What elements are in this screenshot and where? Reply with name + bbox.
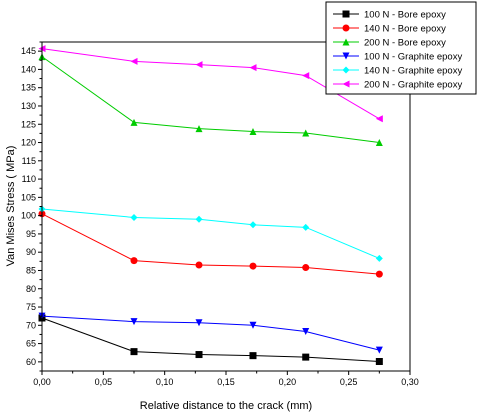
legend-entry: 140 N - Bore epoxy — [333, 24, 446, 35]
legend-marker — [342, 24, 350, 32]
data-point — [375, 139, 383, 147]
x-tick-label: 0,00 — [33, 377, 51, 387]
y-tick-label: 120 — [21, 138, 36, 148]
y-tick-label: 100 — [21, 211, 36, 221]
series-line — [41, 48, 380, 120]
legend-entry: 100 N - Bore epoxy — [333, 10, 446, 21]
data-point — [130, 57, 138, 65]
y-tick-label: 130 — [21, 101, 36, 111]
data-point — [130, 318, 138, 326]
data-point — [130, 213, 138, 221]
data-point — [302, 328, 310, 336]
series-line — [41, 317, 380, 362]
legend-label: 100 N - Bore epoxy — [364, 10, 446, 21]
y-tick-label: 70 — [26, 320, 36, 330]
x-tick-label: 0,10 — [156, 377, 174, 387]
y-tick-label: 90 — [26, 247, 36, 257]
data-point — [249, 262, 257, 270]
series-3 — [38, 53, 383, 147]
y-tick-label: 105 — [21, 192, 36, 202]
legend-entry: 140 N - Graphite epoxy — [333, 66, 462, 77]
data-point — [302, 72, 310, 80]
series-line — [41, 56, 380, 144]
y-tick-label: 65 — [26, 339, 36, 349]
data-point — [195, 261, 203, 269]
data-point — [375, 270, 383, 278]
legend-label: 140 N - Graphite epoxy — [364, 66, 462, 77]
legend-label: 100 N - Graphite epoxy — [364, 52, 462, 63]
y-axis-title: Van Mises Stress ( MPa) — [5, 146, 17, 267]
legend-box — [325, 1, 477, 95]
legend-entry: 200 N - Graphite epoxy — [333, 80, 462, 91]
legend-marker — [342, 80, 350, 88]
data-point — [130, 257, 138, 265]
data-point — [375, 357, 383, 365]
data-point — [195, 319, 203, 327]
legend-entry: 100 N - Graphite epoxy — [333, 52, 462, 63]
series-line — [41, 315, 380, 351]
y-tick-label: 75 — [26, 302, 36, 312]
data-point — [375, 254, 383, 262]
y-tick-label: 145 — [21, 46, 36, 56]
legend-entry: 200 N - Bore epoxy — [333, 38, 446, 49]
y-tick-label: 115 — [22, 156, 36, 166]
x-tick-label: 0,15 — [217, 377, 235, 387]
legend-label: 200 N - Bore epoxy — [364, 38, 446, 49]
series-1 — [38, 314, 383, 365]
y-tick-label: 80 — [26, 284, 36, 294]
y-tick-label: 85 — [26, 265, 36, 275]
series-line — [41, 213, 380, 275]
data-point — [195, 125, 203, 133]
series-line — [41, 208, 380, 259]
data-point — [130, 348, 138, 356]
data-point — [130, 118, 138, 126]
data-point — [249, 128, 257, 136]
legend-marker — [342, 52, 350, 60]
x-tick-label: 0,30 — [401, 377, 419, 387]
data-point — [375, 115, 383, 123]
y-tick-label: 95 — [26, 229, 36, 239]
series-5 — [38, 205, 383, 262]
y-tick-label: 60 — [26, 357, 36, 367]
data-point — [249, 352, 257, 360]
y-tick-label: 140 — [21, 64, 36, 74]
data-point — [302, 129, 310, 137]
data-point — [195, 351, 203, 359]
legend-marker — [342, 10, 350, 18]
legend-label: 140 N - Bore epoxy — [364, 24, 446, 35]
data-point — [302, 264, 310, 272]
y-tick-label: 125 — [21, 119, 36, 129]
data-point — [375, 346, 383, 354]
x-axis-ticks: 0,00 0,05 0,10 0,15 0,20 0,25 0,30 — [33, 371, 419, 387]
legend-label: 200 N - Graphite epoxy — [364, 80, 462, 91]
data-point — [195, 215, 203, 223]
legend: 100 N - Bore epoxy 140 N - Bore epoxy 200 … — [325, 1, 477, 95]
data-point — [249, 64, 257, 72]
data-point — [302, 223, 310, 231]
y-tick-label: 110 — [22, 174, 36, 184]
x-tick-label: 0,25 — [340, 377, 358, 387]
data-point — [249, 221, 257, 229]
legend-marker — [342, 38, 350, 46]
y-axis-ticks: 60 65 70 75 80 85 90 95 100 105 110 115 120 125 130 135… — [21, 41, 42, 372]
data-point — [249, 321, 257, 329]
y-tick-label: 135 — [21, 83, 36, 93]
x-tick-label: 0,20 — [279, 377, 297, 387]
x-axis-title: Relative distance to the crack (mm) — [140, 400, 312, 412]
x-tick-label: 0,05 — [95, 377, 113, 387]
legend-marker — [342, 66, 350, 74]
data-point — [302, 353, 310, 361]
series-4 — [38, 312, 383, 354]
data-point — [195, 61, 203, 69]
